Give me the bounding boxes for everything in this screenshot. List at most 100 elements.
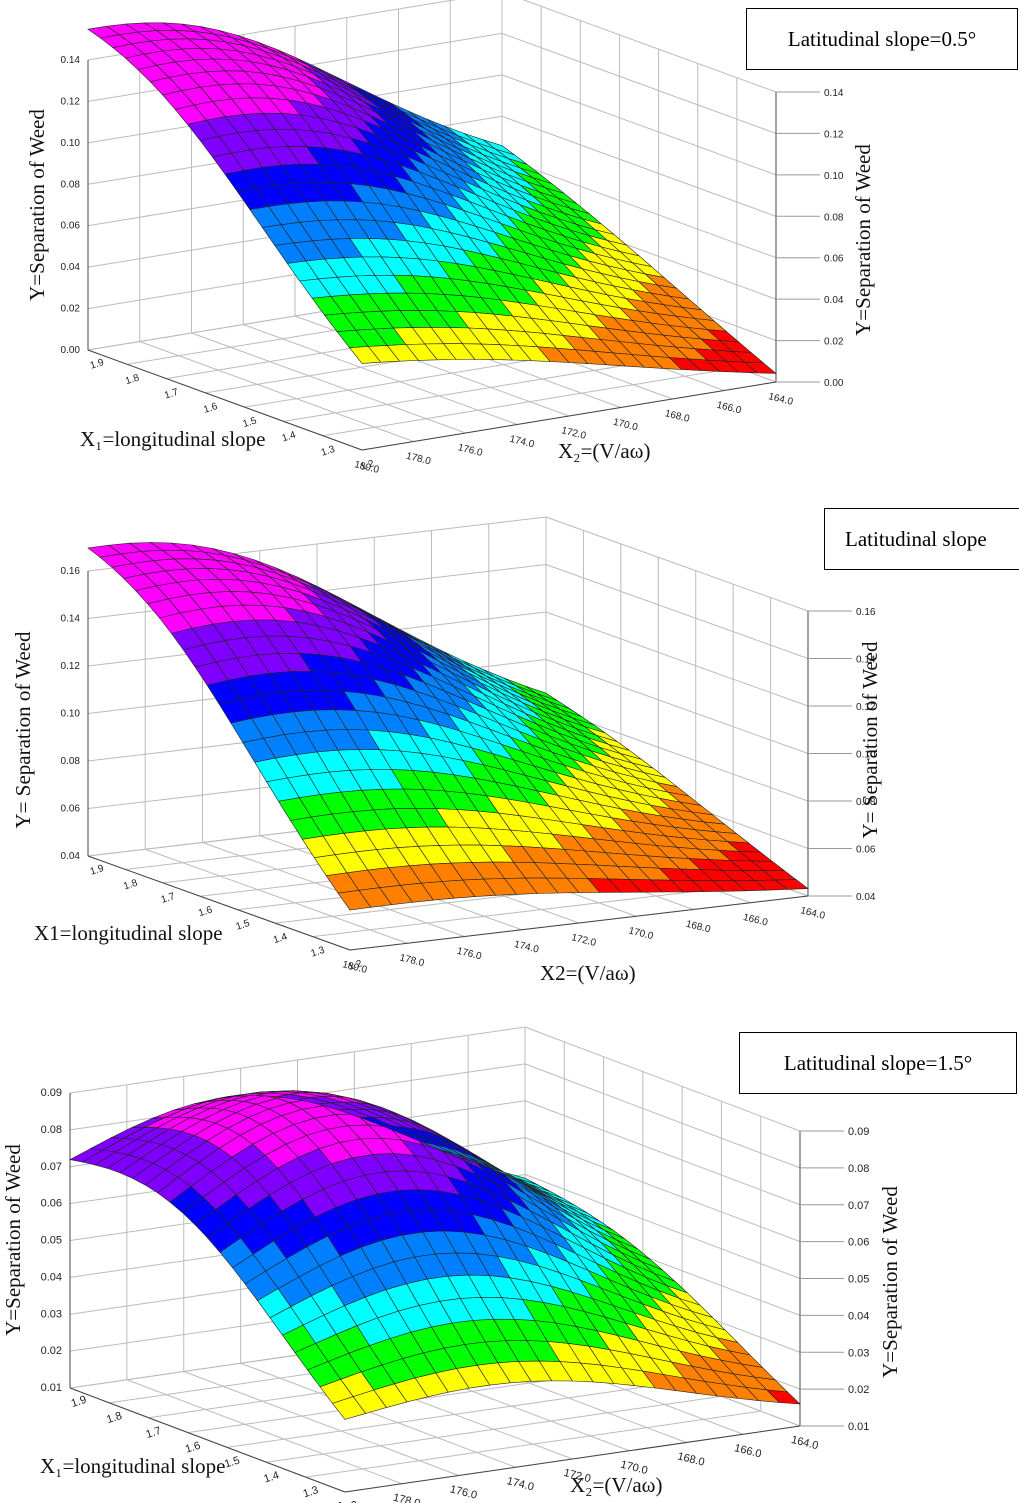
axis-frame-line	[87, 349, 363, 451]
x2-tick-label: 176.0	[456, 946, 483, 963]
x1-axis-title: X₁=longitudinal slope	[80, 427, 265, 451]
z-tick-label-right: 0.16	[856, 607, 876, 618]
z-axis-title-right: Y=Separation of Weed	[851, 144, 875, 336]
z-tick-label-right: 0.03	[848, 1347, 869, 1359]
z-tick-label-right: 0.05	[848, 1274, 869, 1286]
x1-tick-label: 1.5	[235, 918, 252, 933]
z-axis-title-left: Y=Separation of Weed	[25, 109, 49, 301]
x2-tick-label: 174.0	[508, 434, 535, 451]
z-tick-label-right: 0.10	[856, 750, 876, 761]
z-tick-label-right: 0.08	[848, 1163, 869, 1175]
z-tick-label-right: 0.07	[848, 1200, 869, 1212]
z-tick-label-left: 0.08	[61, 179, 81, 190]
surface-patch	[774, 879, 809, 890]
z-tick-label-left: 0.12	[61, 661, 81, 672]
z-tick-label-left: 0.10	[61, 709, 81, 720]
x1-tick-label: 1.5	[241, 415, 258, 430]
x2-tick-label: 168.0	[676, 1450, 706, 1468]
floor-gridline	[243, 324, 518, 425]
x1-axis-title: X1=longitudinal slope	[34, 921, 223, 945]
x2-tick-label: 176.0	[449, 1483, 479, 1501]
x1-tick-label: 1.2	[347, 958, 364, 973]
floor-gridline	[202, 842, 465, 937]
z-tick-label-right: 0.12	[824, 129, 844, 140]
z-axis-title-left: Y=Separation of Weed	[1, 1144, 25, 1336]
z-tick-label-right: 0.12	[856, 702, 876, 713]
wall-gridline	[545, 611, 809, 707]
caption-box-1: Latitudinal slope=0.5°	[746, 8, 1018, 70]
axis-frame-line	[69, 1387, 346, 1493]
x2-tick-label: 178.0	[405, 451, 432, 468]
z-tick-label-right: 0.09	[848, 1126, 869, 1138]
z-tick-label-right: 0.06	[824, 254, 844, 265]
x1-tick-label: 1.6	[202, 401, 219, 416]
x1-tick-label: 1.9	[89, 357, 106, 372]
surface-plot-1-svg: 0.00 0.00 0.02 0.02 0.04 0.04 0.06 0.06 0.08 0.08…	[25, 0, 875, 476]
x1-tick-label: 1.2	[341, 1499, 359, 1503]
z-tick-label-right: 0.06	[856, 845, 876, 856]
x2-axis-title: X₂=(V/aω)	[570, 1473, 662, 1497]
wall-gridline	[545, 564, 809, 659]
x2-tick-label: 168.0	[685, 919, 712, 936]
x2-tick-label: 166.0	[715, 400, 742, 417]
z-tick-label-right: 0.14	[856, 655, 876, 666]
z-tick-label-left: 0.16	[61, 566, 81, 577]
z-tick-label-left: 0.02	[41, 1345, 62, 1357]
z-tick-label-left: 0.06	[41, 1198, 62, 1210]
z-tick-label-right: 0.14	[824, 88, 844, 99]
z-tick-label-left: 0.06	[61, 221, 81, 232]
x1-tick-label: 1.9	[70, 1394, 88, 1410]
z-tick-label-right: 0.01	[848, 1421, 869, 1433]
wall-gridline	[524, 1026, 801, 1132]
x1-tick-label: 1.6	[184, 1440, 202, 1456]
axis-frame-line	[344, 1425, 801, 1493]
x1-tick-label: 1.4	[281, 430, 298, 445]
z-axis-title-left: Y= Separation of Weed	[11, 631, 35, 828]
x1-tick-label: 1.7	[163, 387, 180, 402]
x1-axis-title: X₁=longitudinal slope	[40, 1454, 225, 1478]
z-tick-label-left: 0.04	[61, 262, 81, 273]
x1-tick-label: 1.6	[197, 904, 214, 919]
x2-tick-label: 170.0	[627, 925, 654, 942]
wall-gridline	[69, 1026, 526, 1094]
surface-plot-3: 0.01 0.01 0.02 0.02 0.03 0.03 0.04 0.04 0.05 0.05…	[0, 1020, 1019, 1503]
x1-tick-label: 1.4	[262, 1469, 280, 1485]
z-tick-label-right: 0.00	[824, 378, 844, 389]
wall-gridline	[522, 0, 777, 93]
wall-gridline	[501, 157, 777, 259]
x2-tick-label: 164.0	[767, 391, 794, 408]
x1-tick-label: 1.3	[320, 444, 337, 459]
z-tick-label-right: 0.06	[848, 1237, 869, 1249]
wall-gridline	[501, 115, 777, 217]
x2-tick-label: 174.0	[506, 1475, 536, 1493]
floor-gridline	[240, 1362, 516, 1468]
axis-frame-line	[87, 855, 351, 951]
surface-plot-1: 0.00 0.00 0.02 0.02 0.04 0.04 0.06 0.06 0.08 0.08…	[0, 0, 1019, 480]
floor-gridline	[145, 848, 408, 944]
z-tick-label-left: 0.09	[41, 1087, 62, 1099]
x2-tick-label: 180.0	[353, 459, 380, 476]
z-tick-label-right: 0.08	[824, 212, 844, 223]
z-tick-label-left: 0.05	[41, 1235, 62, 1247]
x1-tick-label: 1.8	[124, 372, 141, 387]
caption-box-2: Latitudinal slope	[824, 508, 1019, 570]
axis-titles: Y=Separation of Weed Y=Separation of Weed…	[1, 1144, 902, 1497]
z-tick-label-left: 0.10	[61, 138, 81, 149]
z-tick-label-left: 0.02	[61, 304, 81, 315]
x2-axis-title: X₂=(V/aω)	[558, 439, 650, 463]
x1-tick-label: 1.2	[359, 458, 376, 473]
axis-frame-line	[349, 895, 809, 951]
x1-tick-label: 1.4	[272, 931, 289, 946]
x2-tick-label: 174.0	[513, 939, 540, 956]
z-tick-label-left: 0.06	[61, 804, 81, 815]
floor-gridline	[139, 341, 414, 442]
x2-tick-label: 178.0	[392, 1492, 422, 1503]
axis-frame-line	[361, 381, 777, 451]
x2-tick-label: 166.0	[733, 1442, 763, 1460]
x1-tick-label: 1.5	[223, 1455, 241, 1471]
caption-box-3: Latitudinal slope=1.5°	[739, 1032, 1017, 1094]
z-tick-label-right: 0.08	[856, 797, 876, 808]
z-tick-label-left: 0.08	[41, 1124, 62, 1136]
floor-gridline	[126, 1379, 403, 1485]
z-tick-label-left: 0.00	[61, 345, 81, 356]
